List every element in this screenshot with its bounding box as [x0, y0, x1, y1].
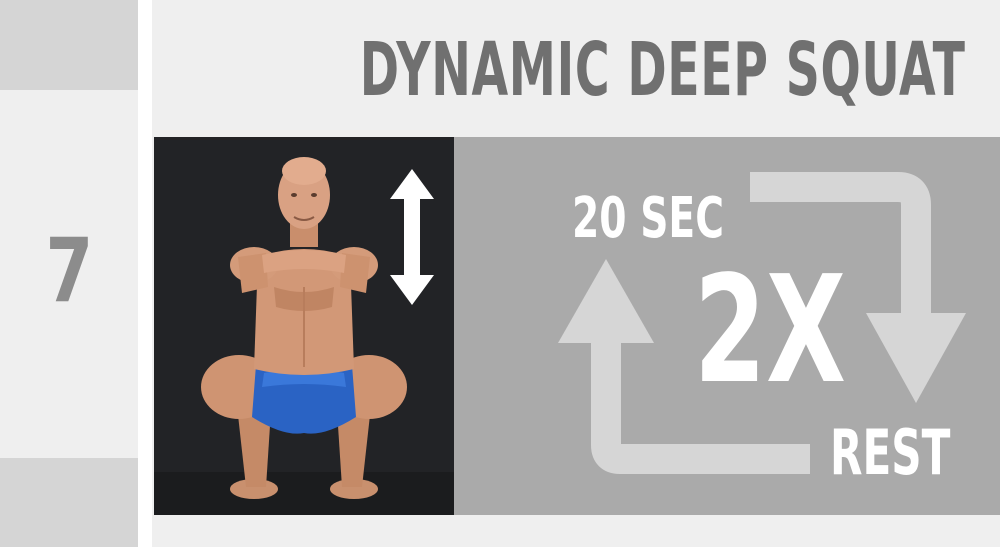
step-rail: 7 [0, 0, 138, 547]
rest-label: REST [830, 416, 951, 489]
routine-panel: 20 SEC 2X REST [454, 137, 1000, 515]
exercise-title: DYNAMIC DEEP SQUAT [360, 27, 966, 113]
rail-bottom-block [0, 458, 138, 547]
exercise-photo [154, 137, 454, 515]
deep-squat-figure [154, 157, 454, 515]
repetitions-label: 2X [694, 244, 846, 416]
up-down-arrow-icon [390, 169, 434, 305]
duration-label: 20 SEC [572, 186, 724, 251]
step-number: 7 [45, 218, 94, 322]
rail-number-block: 7 [0, 90, 138, 458]
repeat-cycle-icon [558, 172, 966, 474]
rail-top-block [0, 0, 138, 90]
